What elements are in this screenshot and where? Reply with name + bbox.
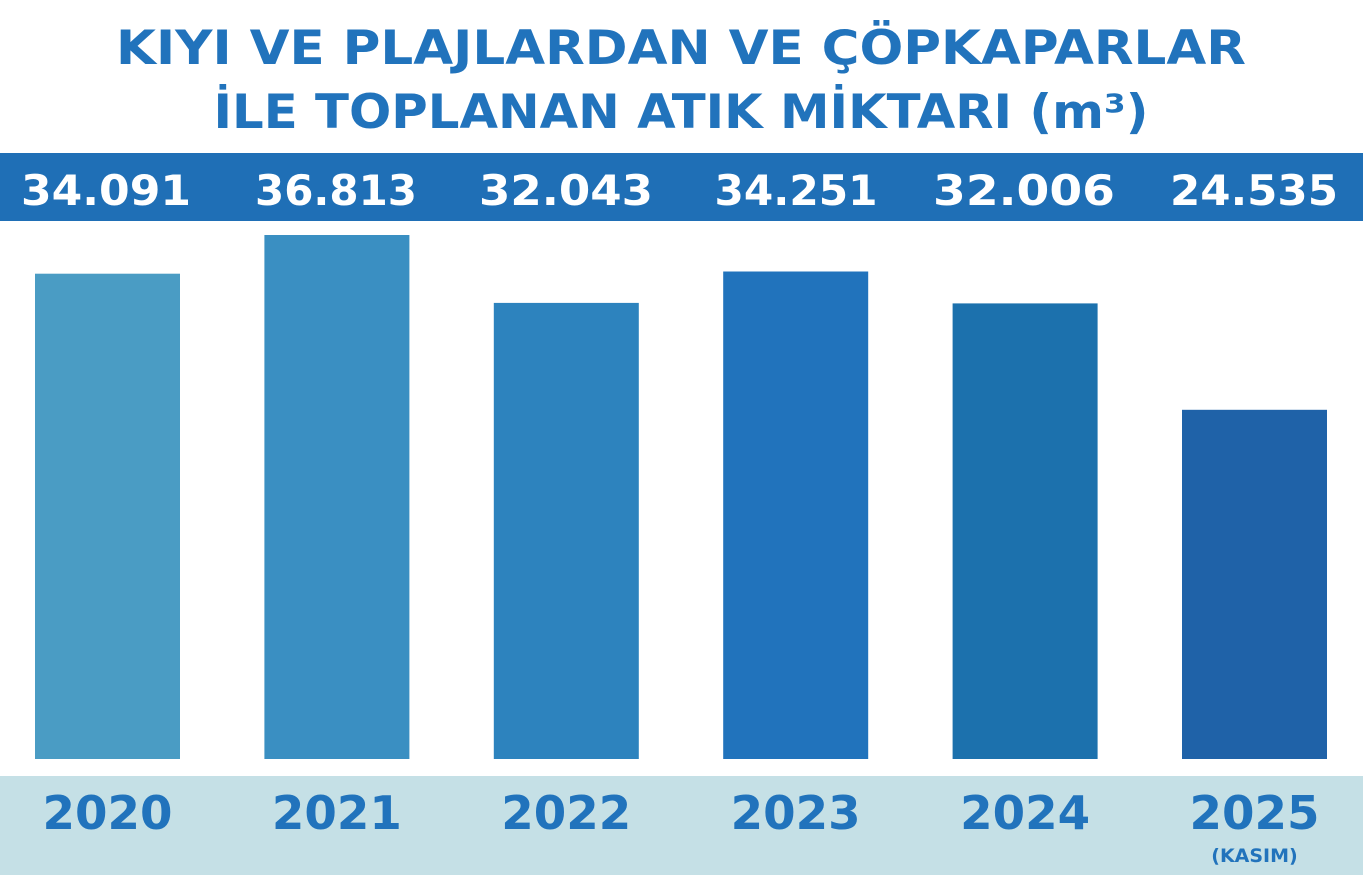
year-label-2021: 2021 [272, 786, 402, 840]
bar-2021 [264, 235, 410, 759]
bars-layer [35, 235, 1327, 759]
value-label-2024: 32.006 [933, 166, 1115, 215]
year-label-2023: 2023 [731, 786, 861, 840]
value-label-2021: 36.813 [255, 166, 417, 215]
year-label-band [0, 776, 1363, 875]
bar-2024 [952, 303, 1098, 759]
bar-2022 [493, 302, 639, 759]
bar-2025 [1182, 409, 1327, 759]
year-note-2025: (KASIM) [1211, 845, 1297, 867]
year-label-2024: 2024 [960, 786, 1090, 840]
year-label-2020: 2020 [43, 786, 173, 840]
value-label-2023: 34.251 [715, 166, 878, 215]
chart-title-line-1: KIYI VE PLAJLARDAN VE ÇÖPKAPARLAR [116, 21, 1246, 76]
bar-2023 [723, 271, 869, 759]
value-labels-layer: 34.091 36.813 32.043 34.251 32.006 24.535 [21, 166, 1338, 215]
bar-2020 [35, 273, 180, 759]
chart-title-line-2: İLE TOPLANAN ATIK MİKTARI (m³) [214, 85, 1149, 140]
year-label-2022: 2022 [501, 786, 631, 840]
year-labels-layer: 2020 2021 2022 2023 2024 2025 (KASIM) [43, 786, 1320, 867]
value-label-band [0, 153, 1363, 221]
value-label-2025: 24.535 [1170, 166, 1338, 215]
year-label-2025: 2025 [1190, 786, 1320, 840]
value-label-2022: 32.043 [479, 166, 653, 215]
value-label-2020: 34.091 [21, 166, 191, 215]
